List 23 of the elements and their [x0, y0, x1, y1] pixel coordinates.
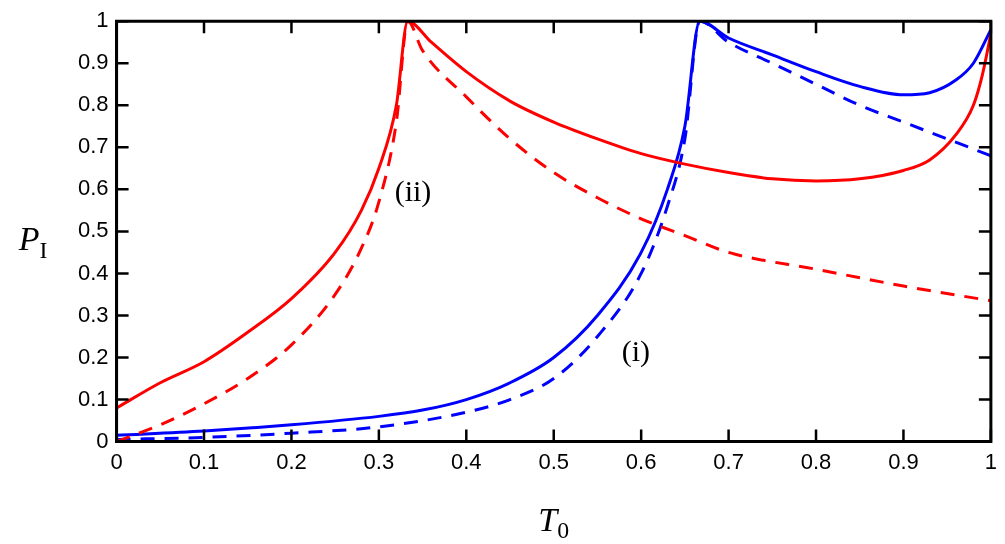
y-tick-label: 0.1 — [77, 385, 109, 411]
y-tick-label: 1 — [96, 7, 109, 33]
annotation: (ii) — [394, 174, 432, 209]
x-tick-label: 0.4 — [451, 448, 482, 474]
x-tick-label: 0.5 — [538, 448, 570, 474]
x-tick-label: 0.3 — [363, 448, 395, 474]
y-tick-label: 0 — [96, 427, 109, 453]
y-tick-label: 0.5 — [77, 217, 109, 243]
y-tick-label: 0.7 — [77, 133, 109, 159]
x-tick-label: 0.7 — [713, 448, 744, 474]
x-tick-label: 1 — [984, 448, 998, 474]
y-tick-label: 0.2 — [77, 343, 109, 369]
x-tick-label: 0.6 — [625, 448, 657, 474]
y-tick-label: 0.8 — [77, 91, 109, 117]
x-tick-label: 0.9 — [888, 448, 919, 474]
annotation: (i) — [621, 334, 651, 369]
y-tick-label: 0.3 — [77, 301, 109, 327]
x-tick-label: 0.2 — [276, 448, 307, 474]
x-tick-label: 0.1 — [188, 448, 220, 474]
y-tick-label: 0.9 — [77, 49, 109, 75]
x-tick-label: 0.8 — [800, 448, 832, 474]
y-tick-label: 0.4 — [77, 259, 109, 285]
y-tick-label: 0.6 — [77, 175, 109, 201]
